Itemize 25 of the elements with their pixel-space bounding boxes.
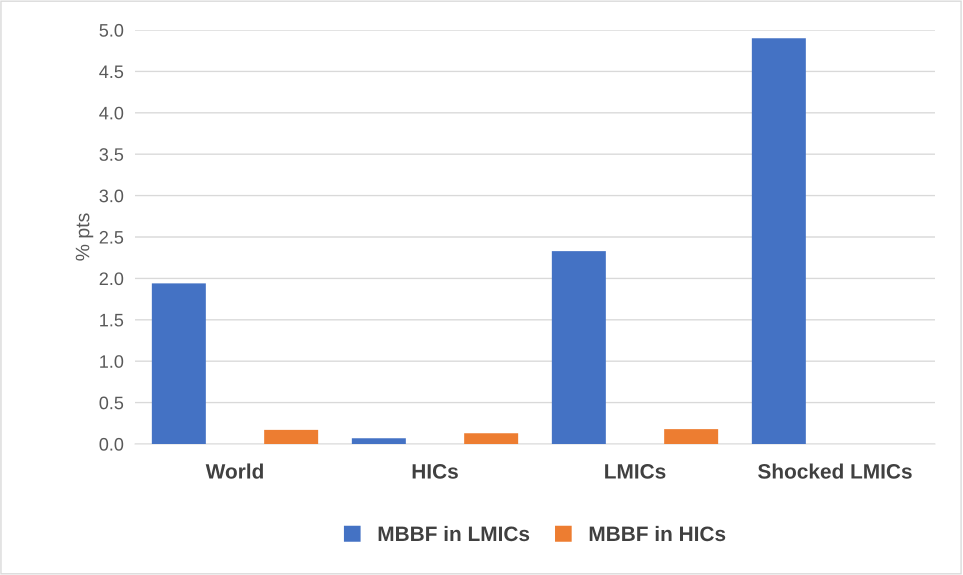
bar <box>752 38 806 444</box>
x-tick-label: World <box>206 463 263 479</box>
bar <box>552 251 606 444</box>
y-tick-label: 1.5 <box>100 314 124 327</box>
x-tick-label: HICs <box>412 464 458 479</box>
y-tick-label: 3.0 <box>99 190 124 202</box>
y-tick-label: 4.0 <box>99 106 124 120</box>
bar <box>264 430 318 444</box>
y-tick-label: 2.5 <box>100 230 124 244</box>
bar <box>152 283 206 444</box>
y-tick-label: 0.5 <box>99 396 124 410</box>
x-tick-label: Shocked LMICs <box>758 463 912 479</box>
y-tick-label: 3.5 <box>99 148 124 161</box>
legend-label: MBBF in LMICs <box>378 526 530 542</box>
legend-label: MBBF in HICs <box>590 526 726 542</box>
y-tick-label: 1.0 <box>100 355 124 368</box>
x-tick-label: LMICs <box>605 464 666 479</box>
y-tick-label: 4.5 <box>99 66 124 78</box>
y-tick-label: 5.0 <box>100 24 124 37</box>
y-tick-label: 0.0 <box>99 438 124 451</box>
bar <box>464 433 518 444</box>
y-axis-title: % pts <box>76 213 94 261</box>
y-tick-label: 2.0 <box>100 272 124 286</box>
bar <box>352 438 406 444</box>
bar <box>664 429 718 444</box>
